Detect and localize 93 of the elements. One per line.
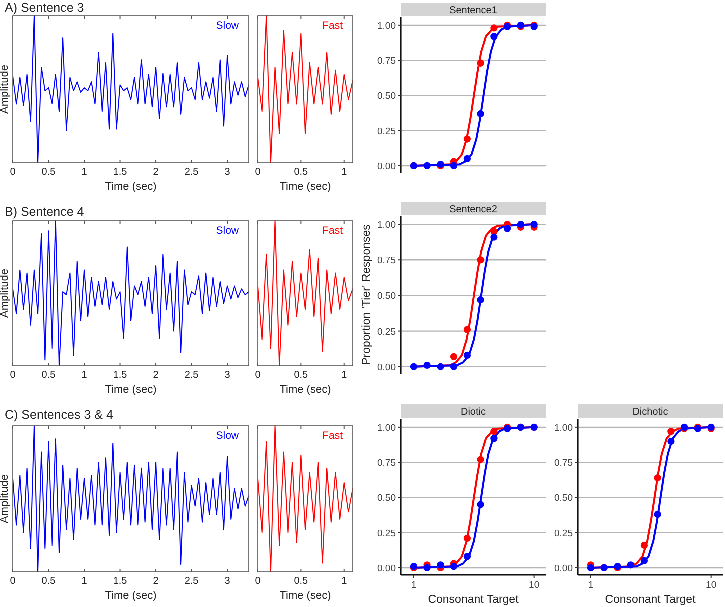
point [627, 562, 635, 569]
y-tick-label: 0.50 [378, 493, 396, 504]
x-axis-title: Time (sec) [280, 384, 332, 396]
x-tick-label: 0 [10, 576, 16, 587]
x-tick-label: 0 [255, 167, 262, 178]
y-tick-label: 0.25 [378, 126, 396, 138]
y-tick-label: 1.00 [378, 422, 396, 434]
x-tick-label: 0.5 [42, 576, 56, 587]
y-tick-label: 0.00 [378, 362, 396, 374]
y-tick-label: 0.00 [378, 161, 396, 172]
chart-title: Diotic [460, 407, 486, 418]
y-tick-label: 0.75 [554, 458, 573, 470]
x-tick-label: 0 [10, 167, 16, 178]
chart-title: Dichotic [632, 407, 668, 418]
point [668, 438, 675, 446]
x-tick-label: 1 [82, 576, 88, 587]
point [437, 562, 444, 569]
point [587, 564, 595, 572]
text: Slow [216, 20, 240, 32]
x-tick-label: 0.5 [42, 370, 56, 381]
y-tick-label: 0.25 [378, 528, 396, 540]
x-axis-title: Time (sec) [280, 181, 332, 193]
series-label: Fast [322, 225, 344, 237]
x-tick-label: 0.5 [294, 167, 309, 178]
x-tick-label: 0 [255, 576, 262, 587]
series-label: Fast [322, 430, 344, 442]
y-axis-title: Amplitude [0, 269, 11, 318]
x-tick-label: 1 [342, 576, 348, 587]
x-tick-label: 3 [224, 576, 231, 587]
x-tick-label: 0.5 [42, 167, 56, 178]
y-tick-label: 0.25 [554, 528, 573, 540]
point [477, 501, 484, 508]
point [424, 564, 431, 572]
x-axis-title: Time (sec) [105, 181, 157, 193]
x-tick-label: 1.5 [113, 576, 128, 587]
chart-title: Sentence1 [450, 6, 498, 16]
y-tick-label: 0.50 [378, 91, 396, 102]
x-tick-label: 0.5 [294, 576, 309, 587]
x-tick-label: 1.5 [113, 370, 128, 381]
x-axis-title: Consonant Target [428, 594, 520, 606]
y-tick-label: 0.00 [554, 563, 573, 574]
x-tick-label: 1 [82, 370, 88, 381]
x-tick-label: 10 [706, 580, 717, 591]
x-axis-title: Time (sec) [105, 590, 157, 602]
point [490, 435, 498, 442]
x-tick-label: 2 [153, 370, 160, 381]
point [464, 534, 471, 542]
point [640, 557, 648, 565]
x-tick-label: 10 [529, 580, 540, 591]
x-tick-label: 1 [588, 580, 594, 591]
x-tick-label: 1 [342, 370, 348, 381]
y-axis-title: Amplitude [0, 65, 11, 114]
x-tick-label: 1 [82, 167, 88, 178]
y-tick-label: 0.00 [378, 563, 396, 574]
x-axis-title: Time (sec) [280, 590, 332, 602]
x-tick-label: 2 [153, 167, 160, 178]
chart-title: C) Sentences 3 & 4 [5, 408, 114, 422]
point [477, 456, 484, 464]
y-axis-title: Proportion 'Tier' Responses [361, 224, 373, 366]
y-tick-label: 0.75 [378, 56, 396, 68]
x-tick-label: 1 [342, 167, 348, 178]
x-tick-label: 0 [255, 370, 262, 381]
x-tick-label: 3 [224, 167, 231, 178]
x-tick-label: 2.5 [184, 370, 200, 381]
chart-title: B) Sentence 4 [5, 205, 84, 219]
y-tick-label: 0.75 [378, 458, 396, 470]
x-tick-label: 2.5 [184, 576, 200, 587]
point [490, 428, 498, 436]
x-tick-label: 1.5 [113, 167, 128, 178]
point [450, 563, 458, 570]
y-tick-label: 0.50 [378, 291, 396, 302]
point [654, 511, 662, 518]
x-tick-label: 0 [10, 370, 16, 381]
series-label: Slow [216, 430, 240, 442]
y-axis-title: Amplitude [0, 474, 11, 524]
x-tick-label: 2.5 [184, 167, 200, 178]
y-tick-label: 0.75 [378, 256, 396, 267]
point [464, 553, 471, 560]
text: Slow [216, 225, 240, 237]
chart-title: A) Sentence 3 [5, 1, 84, 15]
x-tick-label: 1 [411, 580, 417, 591]
y-tick-label: 1.00 [378, 220, 396, 232]
y-tick-label: 1.00 [378, 20, 396, 32]
x-axis-title: Time (sec) [105, 384, 157, 396]
chart-title: Sentence2 [450, 204, 498, 216]
x-tick-label: 2 [153, 576, 160, 587]
x-axis-title: Consonant Target [605, 594, 697, 606]
x-tick-label: 3 [224, 370, 231, 381]
y-tick-label: 1.00 [554, 422, 573, 434]
y-tick-label: 0.25 [378, 326, 396, 338]
y-tick-label: 0.50 [554, 493, 573, 504]
x-tick-label: 0.5 [294, 370, 309, 381]
text: Fast [322, 20, 344, 32]
